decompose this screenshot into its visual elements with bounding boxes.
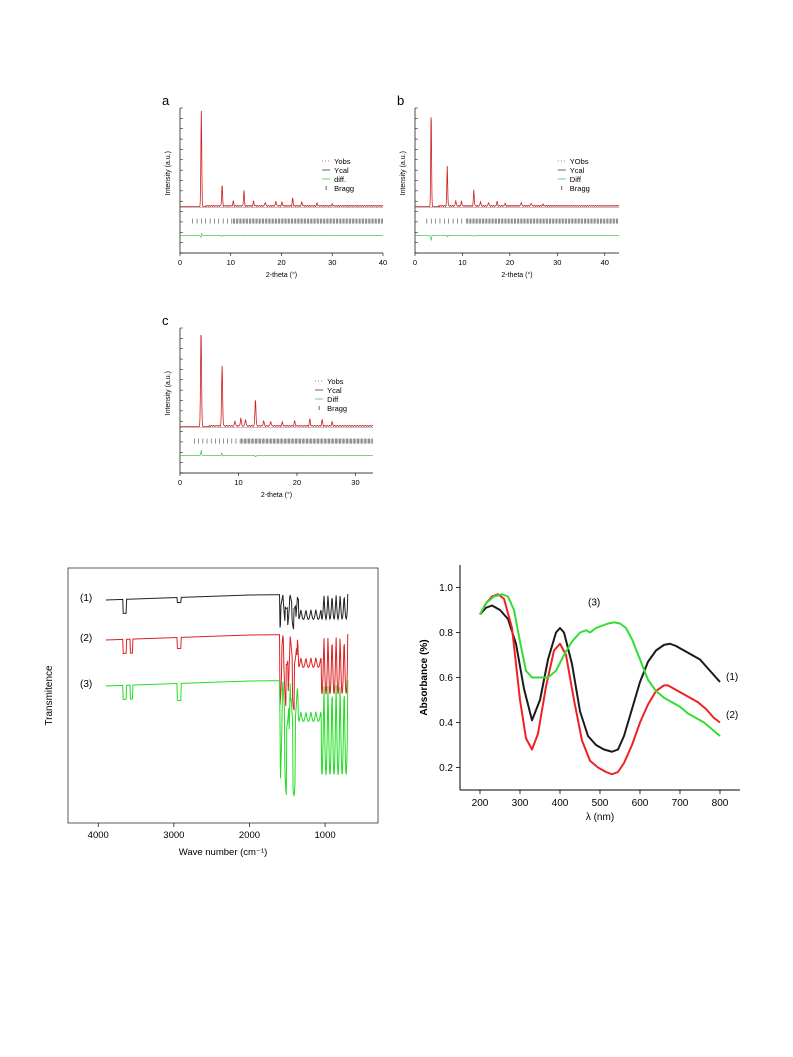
legend-label: Bragg xyxy=(327,404,347,413)
x-tick-label: 20 xyxy=(293,478,301,487)
series-label: (2) xyxy=(80,633,92,644)
y-axis-label: Intensity (a.u.) xyxy=(165,151,172,195)
x-tick-label: 200 xyxy=(472,798,489,809)
x-tick-label: 2000 xyxy=(239,830,260,841)
ir-series-line xyxy=(105,633,349,712)
panel-label: c xyxy=(162,313,169,328)
legend-label: Ycal xyxy=(334,166,349,175)
legend-label: Yobs xyxy=(327,377,344,386)
x-tick-label: 40 xyxy=(601,258,609,267)
legend-label: YObs xyxy=(570,157,589,166)
x-tick-label: 600 xyxy=(632,798,649,809)
y-axis-label: Intensity (a.u.) xyxy=(165,371,172,415)
x-axis-label: 2-theta (°) xyxy=(501,271,532,279)
observed-pattern xyxy=(415,117,620,208)
observed-pattern xyxy=(180,110,384,208)
y-axis-label: Transmitence xyxy=(44,665,55,726)
plot-frame xyxy=(67,567,379,824)
y-tick-label: 0.6 xyxy=(439,673,453,684)
y-tick-label: 0.4 xyxy=(439,718,453,729)
xrd-chart-c: c 0 10 20 30 2-theta (°) Intensity (a.u.) YobsY… xyxy=(162,313,374,499)
absorbance-series-line xyxy=(479,604,721,753)
x-axis-label: Wave number (cm⁻¹) xyxy=(179,847,268,858)
absorbance-series-line xyxy=(479,593,721,776)
legend-label: Ycal xyxy=(570,166,585,175)
legend-label: Diff xyxy=(570,175,582,184)
y-tick-label: 1.0 xyxy=(439,583,453,594)
x-tick-label: 10 xyxy=(234,478,242,487)
x-tick-label: 40 xyxy=(379,258,387,267)
uv-vis-chart: 200 300 400 500 600 700 800 0.2 0.4 0.6 0.8 1.0 λ (n… xyxy=(419,565,740,823)
x-axis-label: 2-theta (°) xyxy=(261,491,292,499)
legend-label: diff. xyxy=(334,175,346,184)
observed-pattern xyxy=(180,334,374,428)
series-label: (1) xyxy=(726,672,738,683)
x-tick-label: 30 xyxy=(553,258,561,267)
x-axis-label: 2-theta (°) xyxy=(266,271,297,279)
panel-label: b xyxy=(397,93,404,108)
x-tick-label: 1000 xyxy=(315,830,336,841)
x-tick-label: 3000 xyxy=(163,830,184,841)
x-tick-label: 700 xyxy=(672,798,689,809)
ir-spectrum-chart: 4000 3000 2000 1000 Wave number (cm⁻¹) Transm… xyxy=(44,567,379,858)
difference-curve xyxy=(180,449,373,457)
x-tick-label: 10 xyxy=(458,258,466,267)
legend-label: Diff xyxy=(327,395,339,404)
x-tick-label: 30 xyxy=(351,478,359,487)
y-tick-label: 0.8 xyxy=(439,628,453,639)
difference-curve xyxy=(180,233,383,239)
y-axis-label: Absorbance (%) xyxy=(419,639,430,715)
ir-series-line xyxy=(105,679,349,798)
y-tick-label: 0.2 xyxy=(439,763,453,774)
x-tick-label: 4000 xyxy=(88,830,109,841)
absorbance-series-line xyxy=(479,593,721,737)
x-tick-label: 800 xyxy=(712,798,729,809)
legend-label: Ycal xyxy=(327,386,342,395)
x-tick-label: 10 xyxy=(227,258,235,267)
x-axis-label: λ (nm) xyxy=(586,812,614,823)
x-tick-label: 0 xyxy=(178,258,182,267)
y-axis-label: Intensity (a.u.) xyxy=(400,151,407,195)
x-tick-label: 500 xyxy=(592,798,609,809)
x-tick-label: 300 xyxy=(512,798,529,809)
series-label: (1) xyxy=(80,593,92,604)
x-tick-label: 0 xyxy=(413,258,417,267)
x-tick-label: 20 xyxy=(506,258,514,267)
x-tick-label: 20 xyxy=(277,258,285,267)
series-label: (3) xyxy=(588,598,600,609)
series-label: (3) xyxy=(80,679,92,690)
x-tick-label: 0 xyxy=(178,478,182,487)
xrd-chart-b: b 0 10 20 30 40 2-theta (°) Intensity (a.u.) YOb… xyxy=(397,93,620,279)
xrd-chart-a: a 0 10 20 30 40 2-theta (°) Intensity (a.u.) Yob… xyxy=(162,93,387,279)
x-tick-label: 400 xyxy=(552,798,569,809)
series-label: (2) xyxy=(726,710,738,721)
panel-label: a xyxy=(162,93,170,108)
difference-curve xyxy=(415,235,619,241)
legend-label: Yobs xyxy=(334,157,351,166)
legend-label: Bragg xyxy=(334,184,354,193)
x-tick-label: 30 xyxy=(328,258,336,267)
ir-series-line xyxy=(105,593,349,630)
legend-label: Bragg xyxy=(570,184,590,193)
